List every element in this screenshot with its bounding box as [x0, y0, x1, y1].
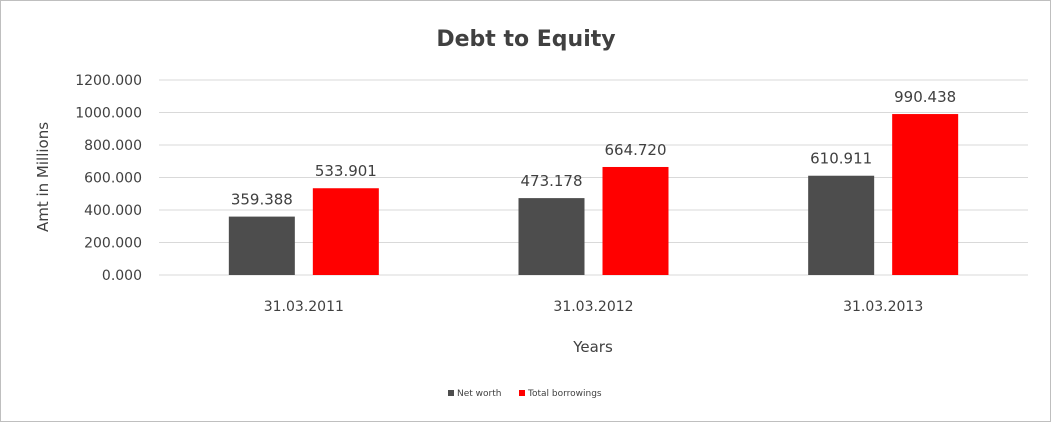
data-label: 610.911 [810, 150, 872, 168]
chart-title: Debt to Equity [436, 27, 615, 52]
bar-total-borrowings [312, 188, 379, 275]
y-tick-label: 200.000 [84, 236, 142, 252]
y-tick-label: 1200.000 [75, 73, 142, 89]
bar-total-borrowings [892, 114, 959, 275]
bar-net-worth [228, 216, 295, 275]
bars [228, 114, 959, 275]
legend-label: Net worth [457, 389, 501, 399]
y-tick-labels: 0.000 200.000 400.000 600.000 800.000 1000.00… [75, 73, 142, 284]
y-tick-label: 800.000 [84, 138, 142, 154]
y-tick-label: 400.000 [84, 203, 142, 219]
x-axis-label: Years [572, 338, 613, 356]
x-tick-label: 31.03.2013 [843, 299, 923, 315]
bar-total-borrowings [602, 166, 669, 275]
data-label: 533.901 [315, 162, 377, 180]
x-tick-label: 31.03.2011 [264, 299, 344, 315]
data-label: 664.720 [604, 141, 666, 159]
legend: Net worth Total borrowings [448, 389, 602, 399]
legend-swatch [519, 390, 525, 396]
y-tick-label: 0.000 [102, 268, 142, 284]
x-tick-label: 31.03.2012 [553, 299, 633, 315]
legend-label: Total borrowings [527, 389, 602, 399]
gridlines [159, 79, 1028, 276]
data-label: 990.438 [894, 88, 956, 106]
bar-net-worth [808, 175, 875, 275]
data-label: 473.178 [520, 172, 582, 190]
legend-swatch [448, 390, 454, 396]
y-tick-label: 600.000 [84, 171, 142, 187]
x-tick-labels: 31.03.2011 31.03.2012 31.03.2013 [264, 299, 924, 315]
y-axis-label: Amt in Millions [34, 122, 52, 232]
y-tick-label: 1000.000 [75, 106, 142, 122]
value-labels: 359.388 533.901 473.178 664.720 610.911 990.4… [231, 88, 956, 209]
data-label: 359.388 [231, 191, 293, 209]
bar-net-worth [518, 198, 585, 275]
